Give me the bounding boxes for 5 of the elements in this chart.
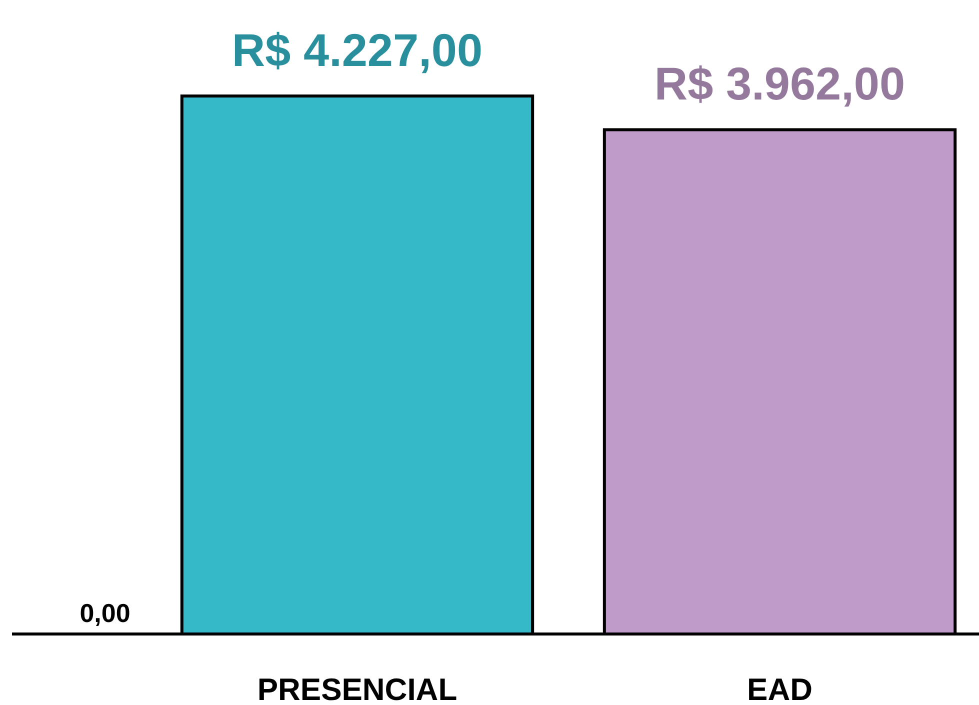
data-label: R$ 4.227,00 [232,24,483,76]
data-label: R$ 3.962,00 [654,58,906,110]
x-tick-label: EAD [747,672,812,705]
annotation: 0,00 [80,598,130,628]
x-tick-label: PRESENCIAL [257,672,458,705]
